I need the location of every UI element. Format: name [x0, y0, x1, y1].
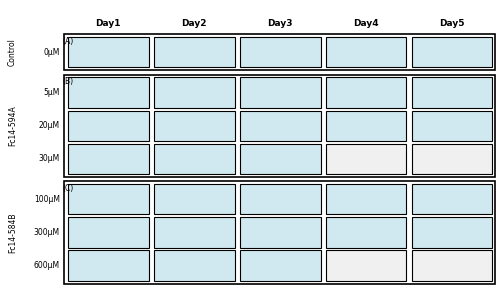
Bar [412, 184, 492, 214]
Text: Day4: Day4 [353, 19, 379, 28]
Bar [154, 144, 234, 174]
Bar [68, 217, 148, 248]
Bar [68, 111, 148, 141]
Bar [154, 111, 234, 141]
Bar [326, 37, 406, 67]
Bar [240, 184, 320, 214]
Text: Day3: Day3 [267, 19, 292, 28]
Bar [154, 251, 234, 281]
Text: Day2: Day2 [181, 19, 207, 28]
Bar [412, 111, 492, 141]
Text: Day5: Day5 [439, 19, 464, 28]
Bar [154, 217, 234, 248]
Bar [412, 217, 492, 248]
Text: Day1: Day1 [95, 19, 121, 28]
Text: Fc14-584B: Fc14-584B [8, 212, 17, 253]
Bar [154, 37, 234, 67]
Bar [68, 37, 148, 67]
Text: 300μM: 300μM [34, 228, 60, 237]
Bar [64, 74, 494, 177]
Bar [326, 217, 406, 248]
Bar [412, 37, 492, 67]
Bar [154, 184, 234, 214]
Bar [240, 77, 320, 108]
Bar [326, 77, 406, 108]
Bar [64, 34, 494, 70]
Bar [412, 144, 492, 174]
Bar [412, 77, 492, 108]
Text: (B): (B) [62, 77, 74, 86]
Text: 100μM: 100μM [34, 195, 60, 204]
Text: (A): (A) [62, 37, 74, 46]
Bar [68, 144, 148, 174]
Text: Control: Control [8, 38, 17, 66]
Bar [240, 251, 320, 281]
Bar [240, 111, 320, 141]
Bar [68, 251, 148, 281]
Bar [68, 77, 148, 108]
Bar [64, 181, 494, 284]
Bar [326, 251, 406, 281]
Bar [412, 251, 492, 281]
Bar [326, 184, 406, 214]
Bar [240, 144, 320, 174]
Text: 5μM: 5μM [44, 88, 60, 97]
Bar [240, 37, 320, 67]
Text: 600μM: 600μM [34, 261, 60, 270]
Bar [326, 144, 406, 174]
Text: 0μM: 0μM [44, 48, 60, 57]
Bar [326, 111, 406, 141]
Text: (C): (C) [62, 184, 74, 193]
Text: 30μM: 30μM [39, 154, 60, 163]
Bar [154, 77, 234, 108]
Bar [68, 184, 148, 214]
Bar [240, 217, 320, 248]
Text: Fc14-594A: Fc14-594A [8, 105, 17, 146]
Text: 20μM: 20μM [39, 121, 60, 130]
